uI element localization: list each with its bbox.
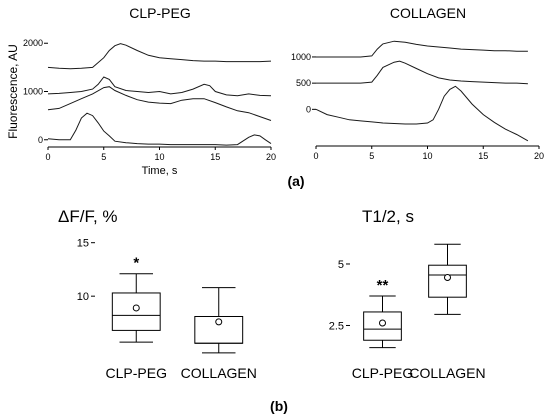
trace-3 — [47, 86, 272, 121]
x-tick-label: 10 — [422, 151, 432, 161]
y-tick-label: 2000 — [23, 38, 43, 48]
x-axis-label: Time, s — [142, 165, 178, 177]
y-tick-label: 5 — [338, 259, 344, 271]
line-chart-clp-peg: CLP-PEG 0 5 10 15 20 0 1000 2000 Time, s Fluoresce… — [6, 5, 276, 177]
box-iqr — [111, 292, 161, 331]
x-tick-label: 15 — [478, 151, 488, 161]
x-tick-label: 15 — [210, 152, 220, 162]
y-tick-label: 0 — [306, 104, 311, 114]
trace-4 — [47, 112, 272, 146]
x-tick-label: 20 — [534, 151, 544, 161]
y-axis-label: ΔF/F, % — [58, 207, 118, 226]
y-tick-label: 0 — [38, 135, 43, 145]
trace-1 — [47, 43, 272, 70]
y-axis-label: Fluorescence, AU — [6, 44, 20, 139]
y-tick-label: 1000 — [291, 52, 311, 62]
mean-marker — [379, 319, 386, 327]
chart-title: COLLAGEN — [390, 5, 466, 21]
y-tick-label: 2.5 — [329, 320, 344, 332]
x-tick-label: 20 — [266, 152, 276, 162]
trace-1 — [316, 40, 528, 58]
x-tick-label: 0 — [313, 151, 318, 161]
significance-marker: ** — [377, 277, 389, 294]
y-axis-label: T1/2, s — [362, 207, 414, 226]
x-tick-label: 5 — [369, 151, 374, 161]
box-plot-delta-f: ΔF/F, % 10 15 * CLP-PEG COLLAGEN — [58, 207, 257, 381]
x-tick-label: 5 — [101, 152, 106, 162]
trace-3 — [315, 85, 529, 142]
trace-2 — [47, 76, 272, 97]
category-label: COLLAGEN — [181, 365, 257, 381]
chart-title: CLP-PEG — [129, 5, 190, 21]
mean-marker — [444, 274, 451, 282]
figure-label-b: (b) — [270, 398, 288, 414]
category-label: COLLAGEN — [409, 365, 485, 381]
mean-marker — [132, 304, 140, 312]
figure-label-a: (a) — [287, 173, 304, 189]
y-tick-label: 1000 — [23, 87, 43, 97]
category-label: CLP-PEG — [106, 365, 167, 381]
significance-marker: * — [133, 255, 139, 272]
trace-2 — [316, 60, 528, 85]
y-tick-label: 10 — [77, 291, 89, 303]
mean-marker — [215, 318, 223, 326]
x-tick-label: 10 — [154, 152, 164, 162]
category-label: CLP-PEG — [352, 365, 413, 381]
line-chart-collagen: COLLAGEN 0 5 10 15 20 0 500 1000 — [291, 5, 544, 161]
y-tick-label: 15 — [77, 238, 89, 250]
y-tick-label: 500 — [296, 78, 311, 88]
x-tick-label: 0 — [45, 152, 50, 162]
box-iqr — [428, 264, 467, 298]
